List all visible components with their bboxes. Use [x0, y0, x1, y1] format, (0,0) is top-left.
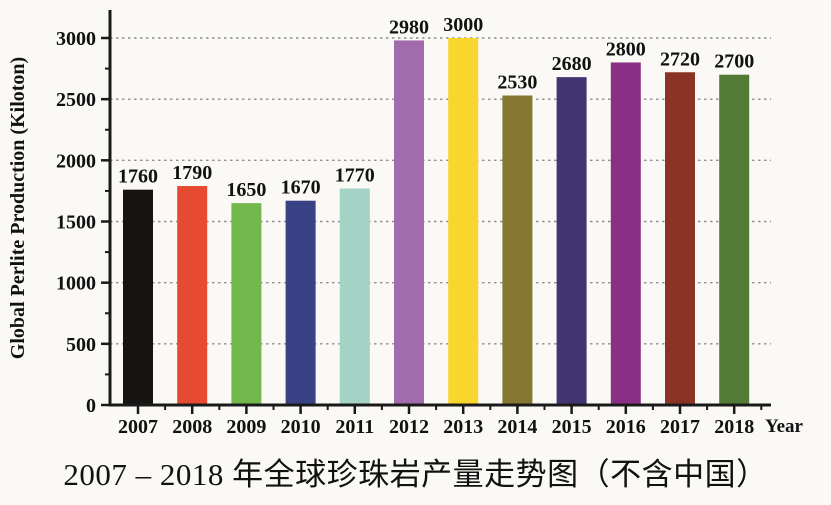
svg-text:2720: 2720: [660, 48, 700, 70]
svg-text:1670: 1670: [281, 177, 321, 199]
svg-text:2008: 2008: [172, 416, 212, 438]
svg-text:3000: 3000: [443, 14, 483, 36]
svg-text:2015: 2015: [552, 416, 592, 438]
svg-text:2012: 2012: [389, 416, 429, 438]
svg-text:1790: 1790: [172, 162, 212, 184]
svg-text:2800: 2800: [606, 38, 646, 60]
svg-text:2009: 2009: [226, 416, 266, 438]
svg-text:Global Perlite Production (Kil: Global Perlite Production (Kiloton): [7, 57, 29, 359]
svg-text:1770: 1770: [335, 164, 375, 186]
svg-text:Year: Year: [765, 416, 804, 437]
svg-text:2000: 2000: [56, 150, 96, 172]
svg-text:2018: 2018: [714, 416, 754, 438]
svg-text:1000: 1000: [56, 273, 96, 295]
svg-text:2013: 2013: [443, 416, 483, 438]
bar-chart: 1760 1790 1650 1670 1770 2980 3000 2530 2680 2800…: [7, 10, 804, 438]
svg-text:2014: 2014: [497, 416, 537, 438]
svg-text:2500: 2500: [56, 89, 96, 111]
svg-text:2010: 2010: [281, 416, 321, 438]
svg-text:2016: 2016: [606, 416, 646, 438]
svg-text:2011: 2011: [335, 416, 374, 438]
svg-text:0: 0: [86, 395, 96, 417]
svg-text:2007: 2007: [118, 416, 158, 438]
svg-text:1500: 1500: [56, 212, 96, 234]
svg-text:2700: 2700: [714, 51, 754, 73]
svg-text:3000: 3000: [56, 28, 96, 50]
svg-text:1760: 1760: [118, 166, 158, 188]
figure-caption: 2007 – 2018 年全球珍珠岩产量走势图（不含中国）: [63, 457, 768, 492]
svg-text:2980: 2980: [389, 16, 429, 38]
svg-text:2530: 2530: [497, 71, 537, 93]
svg-text:1650: 1650: [226, 179, 266, 201]
bar-chart-canvas: 1760 1790 1650 1670 1770 2980 3000 2530 2680 2800…: [7, 10, 804, 438]
svg-text:2017: 2017: [660, 416, 700, 438]
svg-text:500: 500: [66, 334, 96, 356]
svg-text:2680: 2680: [552, 53, 592, 75]
